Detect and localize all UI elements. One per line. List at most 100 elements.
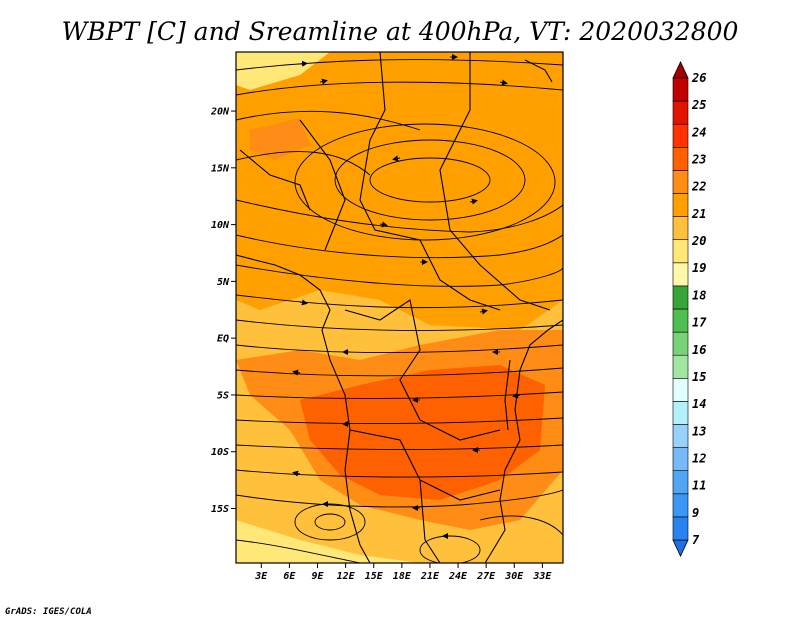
y-tick-label: 15N bbox=[211, 163, 230, 174]
x-tick-label: 27E bbox=[476, 571, 496, 582]
grads-credit: GrADS: IGES/COLA bbox=[5, 607, 92, 617]
streamline-arrow bbox=[392, 155, 401, 162]
colorbar-label: 21 bbox=[691, 207, 706, 221]
streamline bbox=[369, 157, 491, 203]
colorbar-segment bbox=[672, 493, 689, 518]
colorbar-segment bbox=[672, 331, 689, 356]
colorbar-segment bbox=[672, 424, 689, 448]
colorbar-label: 22 bbox=[691, 180, 706, 194]
streamline bbox=[314, 513, 346, 531]
colorbar-label: 18 bbox=[692, 288, 706, 302]
colorbar-low-arrow bbox=[672, 539, 689, 557]
colorbar-label: 26 bbox=[691, 71, 706, 85]
lake-line bbox=[524, 59, 553, 83]
colorbar-label: 7 bbox=[692, 533, 700, 547]
streamline bbox=[236, 294, 563, 309]
streamline bbox=[236, 417, 563, 424]
streamline-arrow bbox=[299, 299, 308, 306]
field-level-20-south bbox=[236, 520, 420, 563]
colorbar-label: 24 bbox=[691, 125, 706, 139]
x-tick-label: 24E bbox=[448, 571, 468, 582]
streamline-arrow bbox=[292, 369, 301, 376]
colorbar-label: 25 bbox=[691, 98, 706, 112]
colorbar-label: 15 bbox=[692, 370, 706, 384]
colorbar-segment bbox=[672, 193, 689, 217]
streamline bbox=[479, 515, 563, 536]
colorbar-segment bbox=[672, 447, 689, 472]
colorbar-segment bbox=[672, 285, 689, 310]
colorbar-label: 9 bbox=[692, 506, 699, 520]
country-borders bbox=[236, 52, 563, 563]
coastline-east bbox=[484, 319, 563, 563]
colorbar-segment bbox=[672, 308, 689, 333]
streamline-arrow bbox=[469, 198, 478, 205]
lake-line bbox=[504, 359, 511, 431]
border-line bbox=[439, 52, 551, 311]
colorbar-segment bbox=[672, 77, 689, 102]
colorbar-segment bbox=[672, 354, 689, 379]
colorbar-segment bbox=[672, 470, 689, 495]
border-line bbox=[359, 52, 501, 311]
field-level-22-23-west bbox=[250, 118, 310, 160]
colorbar-segment bbox=[672, 516, 689, 541]
streamline-arrow bbox=[499, 79, 508, 86]
x-axis: 3E 6E 9E 12E 15E 18E 21E 24E 27E 30E 33E bbox=[254, 563, 552, 582]
colorbar-label: 14 bbox=[692, 397, 706, 411]
streamline bbox=[236, 151, 371, 176]
colorbar-segment bbox=[672, 123, 689, 148]
streamlines bbox=[236, 59, 563, 563]
streamline bbox=[236, 444, 563, 450]
y-tick-label: EQ bbox=[217, 334, 229, 345]
colorbar-segment bbox=[672, 401, 689, 425]
coastline-west bbox=[236, 254, 371, 563]
border-line bbox=[299, 119, 346, 251]
streamline bbox=[236, 367, 563, 377]
streamline bbox=[334, 139, 526, 221]
colorbar-label: 13 bbox=[692, 424, 706, 438]
x-tick-label: 6E bbox=[283, 571, 296, 582]
colorbar-label: 12 bbox=[692, 451, 706, 465]
plot-area bbox=[236, 52, 563, 563]
y-axis: 20N 15N 10N 5N EQ 5S 10S 15S bbox=[210, 107, 236, 515]
y-tick-label: 20N bbox=[210, 107, 230, 118]
streamline bbox=[236, 199, 563, 233]
y-tick-label: 5N bbox=[217, 277, 230, 288]
colorbar-segment bbox=[672, 377, 689, 402]
border-line bbox=[344, 299, 501, 441]
colorbar: 7 9 11 12 13 14 15 16 17 18 19 20 21 22 23 24 25 26 bbox=[672, 61, 707, 557]
plot-frame bbox=[235, 51, 564, 564]
colorbar-segment bbox=[672, 239, 689, 264]
colorbar-label: 17 bbox=[692, 316, 707, 330]
streamline bbox=[236, 234, 563, 259]
streamline bbox=[236, 59, 563, 71]
x-tick-label: 30E bbox=[504, 571, 524, 582]
streamline bbox=[236, 489, 563, 508]
streamline-arrow bbox=[292, 470, 301, 477]
chart-title: WBPT [C] and Sreamline at 400hPa, VT: 20… bbox=[62, 17, 739, 46]
y-tick-label: 10N bbox=[211, 220, 230, 231]
streamline bbox=[236, 539, 361, 563]
streamline bbox=[236, 110, 421, 131]
border-line bbox=[419, 479, 441, 563]
colorbar-segment bbox=[672, 262, 689, 287]
streamline bbox=[236, 344, 563, 353]
x-tick-label: 15E bbox=[365, 571, 384, 582]
streamline-arrows bbox=[292, 54, 521, 539]
x-tick-label: 33E bbox=[532, 571, 552, 582]
streamline-arrow bbox=[299, 60, 308, 67]
x-tick-label: 9E bbox=[311, 571, 324, 582]
y-tick-label: 10S bbox=[211, 447, 229, 458]
colorbar-segment bbox=[672, 147, 689, 171]
streamline bbox=[236, 319, 563, 331]
field-level-21-22 bbox=[236, 52, 563, 330]
x-tick-label: 12E bbox=[337, 571, 356, 582]
colorbar-label: 20 bbox=[691, 234, 706, 248]
colorbar-label: 11 bbox=[692, 479, 706, 493]
colorbar-label: 23 bbox=[691, 153, 706, 167]
streamline-arrow bbox=[319, 78, 328, 85]
x-tick-label: 3E bbox=[254, 571, 268, 582]
streamline bbox=[236, 469, 563, 478]
colorbar-segment bbox=[672, 216, 689, 241]
streamline bbox=[236, 264, 563, 287]
